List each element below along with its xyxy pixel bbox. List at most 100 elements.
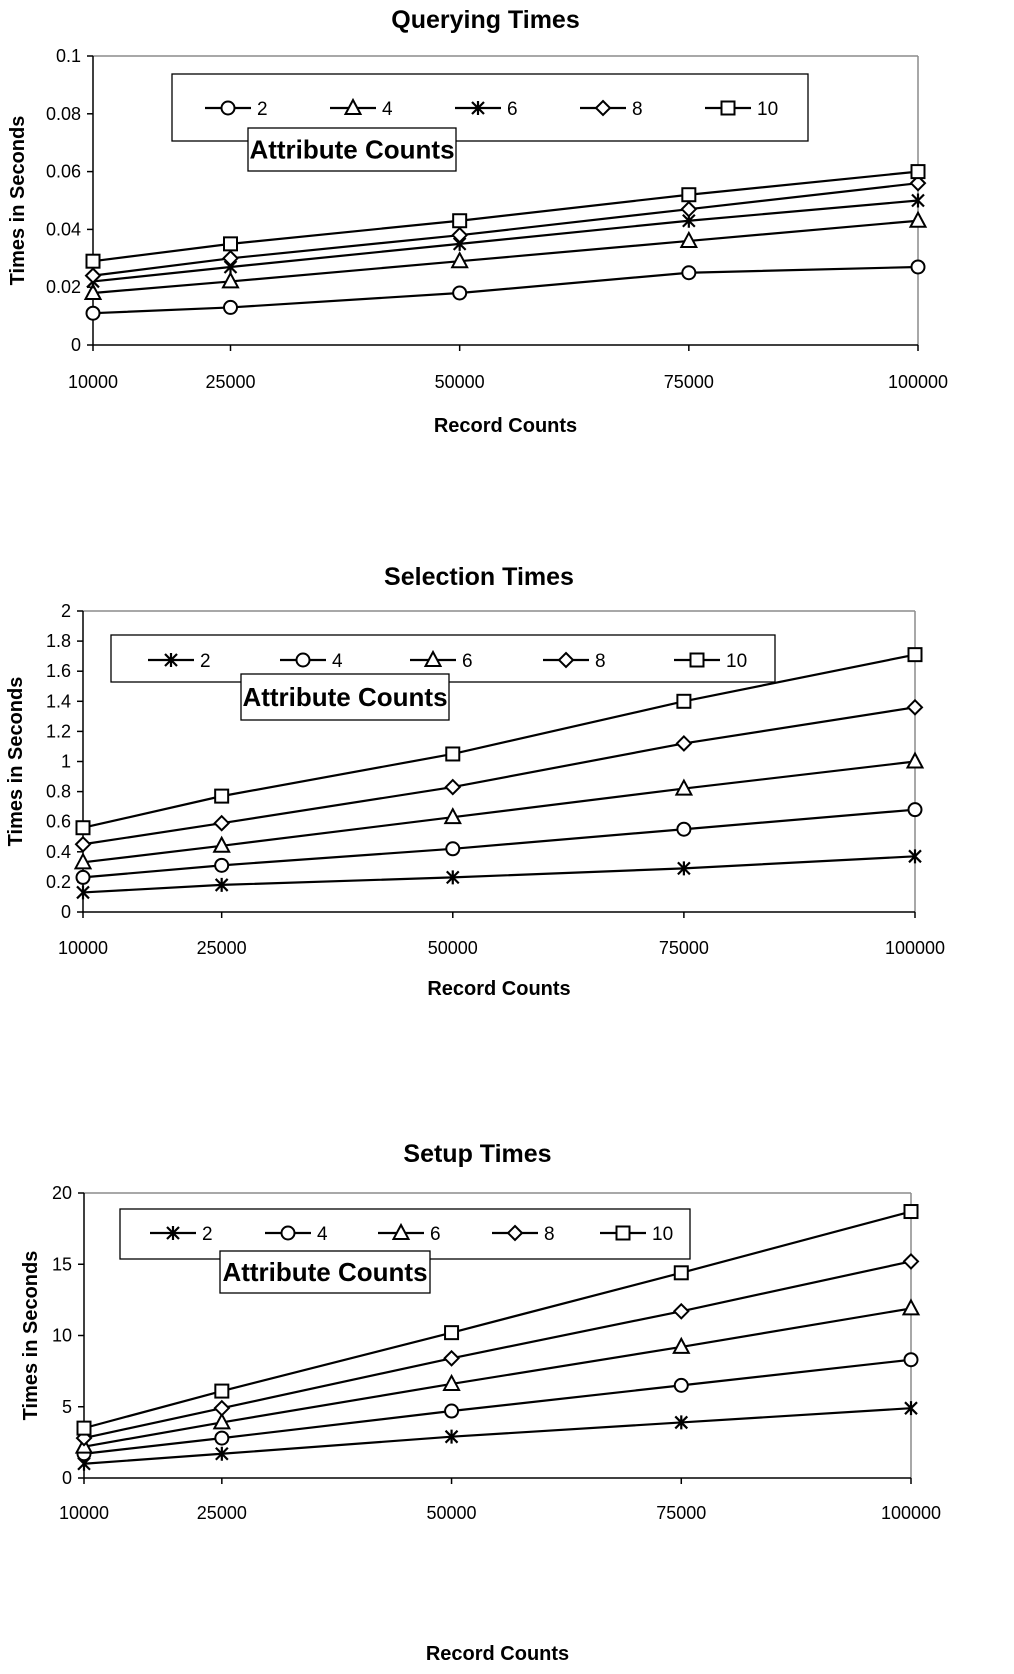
legend-label: 8 (544, 1224, 555, 1245)
x-tick-label: 75000 (664, 372, 714, 392)
legend-item: 2 (148, 651, 211, 672)
series-line (92, 265, 919, 315)
data-point (223, 299, 238, 315)
series-10 (85, 164, 926, 269)
y-axis-label: Times in Seconds (20, 1251, 42, 1421)
legend-marker (471, 101, 485, 115)
y-tick-label: 0 (62, 1468, 72, 1488)
legend-label: 4 (317, 1224, 328, 1245)
y-tick-label: 0.06 (46, 162, 81, 182)
legend-item: 6 (410, 649, 473, 672)
data-point (442, 1373, 461, 1391)
y-tick-label: 1.4 (46, 691, 71, 711)
data-point (451, 226, 469, 244)
data-point (445, 841, 461, 857)
data-point (679, 230, 699, 248)
x-tick-label: 25000 (197, 938, 247, 958)
series-4 (76, 1352, 919, 1462)
legend-item: 6 (455, 99, 518, 120)
data-point (676, 821, 692, 837)
y-tick-label: 0.2 (46, 872, 71, 892)
series-line (82, 808, 916, 879)
x-tick-label: 25000 (197, 1503, 247, 1523)
legend-item: 8 (492, 1224, 555, 1245)
series-2 (85, 259, 926, 321)
legend-label: 6 (462, 651, 473, 672)
y-axis-label: Times in Seconds (5, 677, 27, 847)
legend-item: 4 (280, 651, 343, 672)
data-point (214, 1383, 230, 1399)
data-point (908, 849, 922, 864)
x-tick-label: 75000 (656, 1503, 706, 1523)
data-point (674, 1415, 689, 1430)
series-6 (86, 193, 925, 289)
series-2 (76, 849, 922, 900)
series-6 (73, 751, 925, 870)
y-tick-label: 1 (61, 752, 71, 772)
legend-item: 6 (378, 1222, 441, 1245)
data-point (85, 305, 101, 321)
legend-marker (689, 652, 705, 668)
legend-marker (615, 1225, 631, 1241)
x-axis-label: Record Counts (434, 415, 577, 437)
legend-item: 8 (580, 99, 643, 120)
chart-title: Querying Times (391, 6, 580, 34)
data-point (675, 735, 693, 752)
legend-label: 8 (632, 99, 643, 120)
data-point (223, 236, 238, 252)
x-tick-label: 25000 (205, 372, 255, 392)
data-point (444, 778, 462, 796)
legend-item: 10 (600, 1224, 673, 1245)
legend-marker (594, 99, 612, 117)
data-point (452, 213, 468, 229)
legend-label: 6 (430, 1224, 441, 1245)
x-tick-label: 50000 (435, 372, 485, 392)
chart-selection-times: Selection Times 0 0.2 0.4 0.6 0.8 1 1.2 1.4 1.6 1.… (0, 563, 1014, 1102)
data-point (214, 788, 230, 804)
series-8 (74, 698, 924, 853)
x-tick-label: 50000 (428, 938, 478, 958)
data-point (907, 647, 923, 663)
y-axis-label: Times in Seconds (7, 116, 29, 286)
x-tick-label: 100000 (885, 938, 945, 958)
data-point (444, 1325, 460, 1341)
data-point (73, 852, 93, 870)
legend-marker (506, 1224, 524, 1242)
series-line (82, 760, 916, 864)
legend-title: Attribute Counts (242, 682, 447, 712)
data-point (907, 802, 923, 818)
data-point (444, 1403, 460, 1419)
y-tick-label: 0.4 (46, 842, 71, 862)
y-tick-label: 0 (71, 335, 81, 355)
legend-title: Attribute Counts (222, 1257, 427, 1287)
legend-item: 2 (150, 1224, 213, 1245)
y-tick-label: 0.8 (46, 782, 71, 802)
data-point (450, 251, 469, 269)
legend-label: 8 (595, 651, 606, 672)
y-tick-label: 1.6 (46, 661, 71, 681)
chart-svg: Setup Times 0 5 10 15 20 10000 25000 50000 75000 1… (20, 1140, 941, 1665)
legend-label: 4 (382, 99, 393, 120)
data-point (905, 751, 925, 769)
data-point (76, 885, 90, 900)
data-point (910, 164, 926, 180)
series-line (92, 170, 919, 263)
data-point (74, 835, 92, 853)
chart-svg: Selection Times 0 0.2 0.4 0.6 0.8 1 1.2 1.4 1.6 1.… (5, 563, 945, 1000)
legend-title-box (247, 127, 457, 172)
data-point (681, 187, 697, 203)
y-tick-label: 0.1 (56, 46, 81, 66)
data-point (215, 1446, 229, 1461)
data-point (443, 807, 462, 825)
legend-marker (557, 651, 575, 669)
legend-item: 2 (205, 99, 268, 120)
legend-marker (391, 1222, 411, 1240)
data-point (83, 282, 103, 300)
data-point (222, 249, 239, 267)
legend-marker (220, 100, 236, 116)
x-tick-label: 10000 (59, 1503, 109, 1523)
legend: 2 4 6 8 10 Attribute Counts (110, 634, 776, 721)
legend-label: 10 (726, 651, 747, 672)
data-point (903, 1352, 919, 1368)
series-line (83, 1358, 912, 1455)
